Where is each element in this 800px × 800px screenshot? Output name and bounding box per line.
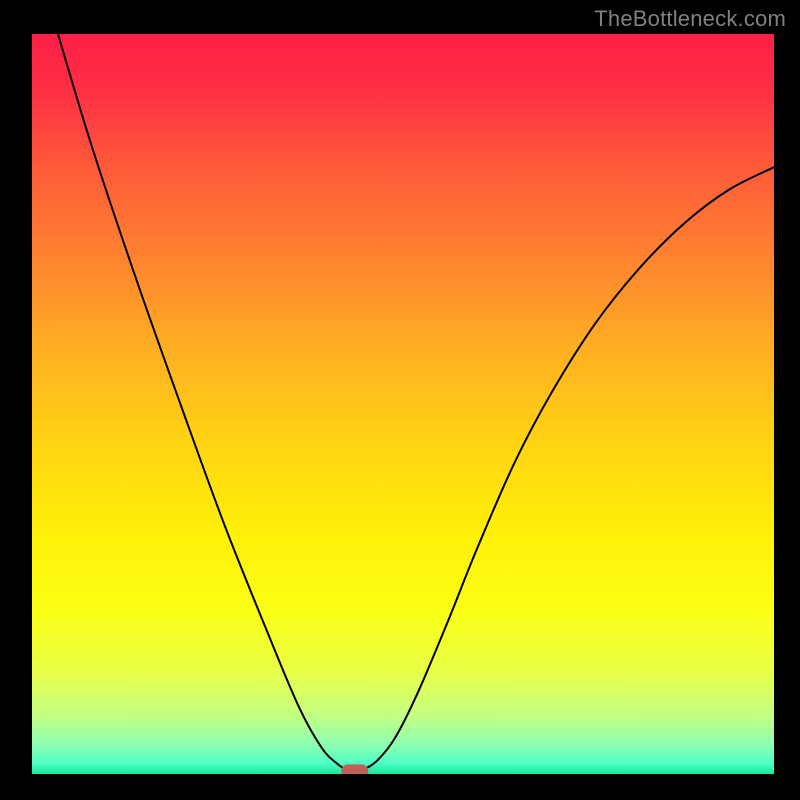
plot-area — [32, 34, 774, 774]
bottleneck-curve — [32, 34, 774, 774]
chart-frame: TheBottleneck.com — [0, 0, 800, 800]
curve-path — [58, 34, 774, 771]
watermark-text: TheBottleneck.com — [594, 6, 786, 32]
min-marker — [341, 764, 368, 774]
